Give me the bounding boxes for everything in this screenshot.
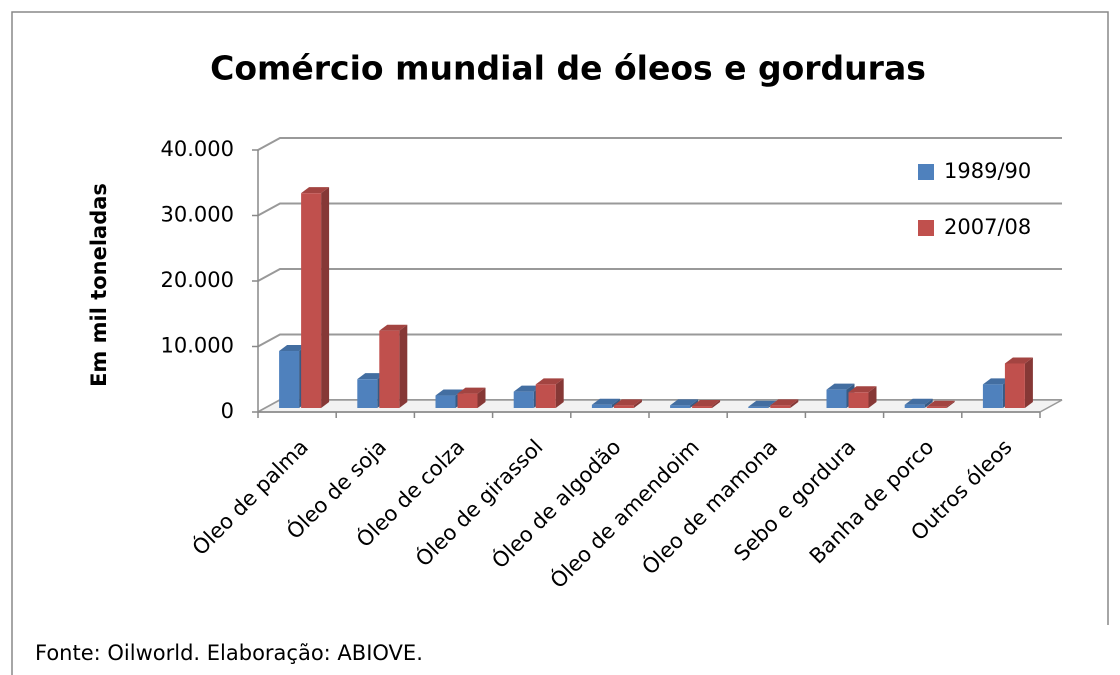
bar <box>379 330 400 408</box>
bar <box>748 406 769 408</box>
bar <box>513 391 534 408</box>
bar <box>435 395 456 408</box>
grid-line <box>257 268 1062 282</box>
grid-line <box>257 137 1062 151</box>
bar-side <box>399 324 408 408</box>
bar <box>770 405 791 408</box>
bar-top <box>826 383 855 390</box>
y-tick-label: 10.000 <box>161 334 234 358</box>
bar-top <box>670 399 699 406</box>
bar-top <box>613 399 642 406</box>
y-tick-label: 40.000 <box>161 137 234 161</box>
chart-title: Comércio mundial de óleos e gorduras <box>210 49 926 88</box>
source-note: Fonte: Oilworld. Elaboração: ABIOVE. <box>35 641 423 665</box>
bar-top <box>301 187 330 194</box>
bar <box>848 392 869 408</box>
y-axis-label: Em mil toneladas <box>87 183 111 387</box>
bar <box>904 404 925 408</box>
bar-top <box>535 378 564 385</box>
bar <box>613 405 634 408</box>
bar <box>357 379 378 408</box>
bar-top <box>591 398 620 405</box>
bar <box>301 193 322 408</box>
bar-top <box>926 400 955 407</box>
grid-line <box>257 202 1062 217</box>
bar-top <box>379 324 408 331</box>
bar <box>279 351 300 408</box>
bar-top <box>982 378 1011 385</box>
bar-top <box>435 389 464 396</box>
bar-side <box>1024 357 1033 408</box>
bar <box>826 389 847 408</box>
y-tick-label: 30.000 <box>161 203 234 227</box>
bar-side <box>555 378 564 408</box>
bar-side <box>477 387 486 408</box>
bar <box>535 384 556 408</box>
legend-swatch <box>918 220 934 236</box>
bar-side <box>690 399 699 408</box>
bar-side <box>790 399 799 408</box>
bar-side <box>946 400 955 408</box>
bar <box>1004 363 1025 408</box>
chart-border <box>11 11 1109 675</box>
bar-top <box>457 387 486 394</box>
bar-top <box>279 345 308 352</box>
bar <box>670 405 691 408</box>
bar <box>591 404 612 408</box>
bar-top <box>770 399 799 406</box>
bar-top <box>692 400 721 407</box>
bar-side <box>321 187 330 408</box>
bar <box>457 393 478 408</box>
bar-side <box>712 400 721 408</box>
y-tick-label: 0 <box>221 399 234 423</box>
bar <box>926 406 947 408</box>
legend-label: 1989/90 <box>944 159 1031 183</box>
bar-top <box>357 373 386 380</box>
bar-top <box>904 398 933 405</box>
bar-side <box>633 399 642 408</box>
legend-label: 2007/08 <box>944 215 1031 239</box>
y-tick-label: 20.000 <box>161 268 234 292</box>
grid-line <box>257 333 1062 348</box>
bar <box>692 406 713 408</box>
bar-top <box>513 385 542 392</box>
bar-top <box>848 386 877 393</box>
bar <box>982 384 1003 408</box>
legend-swatch <box>918 164 934 180</box>
bar-side <box>868 386 877 408</box>
bar-top <box>748 400 777 407</box>
bar-side <box>924 398 933 408</box>
bar-top <box>1004 357 1033 364</box>
